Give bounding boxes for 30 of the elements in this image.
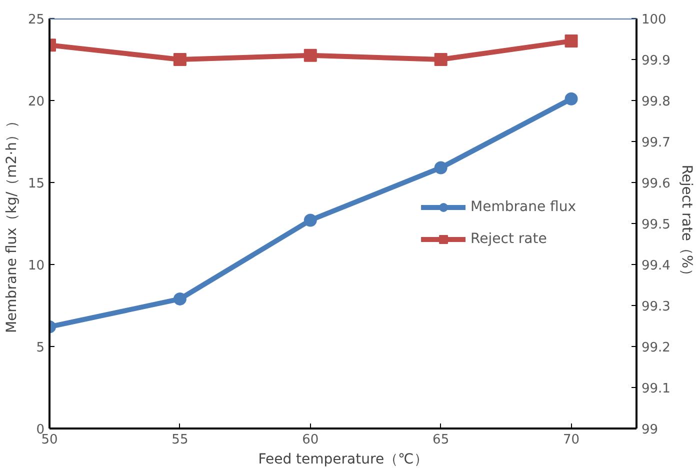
- y2-tick-label: 99.5: [642, 218, 670, 232]
- y2-tick-label: 99.2: [642, 340, 670, 356]
- x-axis-title: Feed temperature（℃）: [258, 452, 428, 468]
- y-tick-label: 25: [28, 12, 45, 28]
- y2-tick-label: 99.7: [642, 136, 670, 150]
- y2-tick-label: 100: [642, 12, 666, 28]
- legend-label: Reject rate: [470, 231, 547, 247]
- y2-axis-title: Reject rate（%）: [678, 164, 694, 282]
- x-tick-label: 65: [432, 432, 450, 448]
- y2-tick-label: 99.8: [642, 94, 670, 110]
- x-tick-label: 70: [563, 432, 580, 448]
- legend-label: Membrane flux: [470, 199, 576, 215]
- y2-tick-label: 99: [642, 422, 658, 438]
- x-tick-label: 60: [302, 432, 319, 448]
- y2-tick-label: 99.1: [642, 382, 670, 396]
- point: [304, 214, 317, 227]
- y-tick-label: 20: [28, 94, 45, 110]
- y2-tick-label: 99.9: [642, 54, 670, 68]
- point: [173, 292, 186, 306]
- y-tick-label: 15: [28, 176, 45, 192]
- y2-tick-label: 99.6: [642, 176, 670, 192]
- y2-tick-label: 99.4: [642, 258, 670, 274]
- y2-tick-label: 99.3: [642, 300, 670, 314]
- y-tick-label: 5: [36, 340, 45, 356]
- point: [434, 161, 448, 174]
- x-tick-label: 55: [172, 432, 188, 448]
- x-tick-label: 50: [41, 432, 58, 448]
- y-axis-title: Membrane flux（kg/（m2·h））: [4, 114, 20, 334]
- y-tick-label: 10: [28, 258, 45, 274]
- point: [564, 92, 578, 106]
